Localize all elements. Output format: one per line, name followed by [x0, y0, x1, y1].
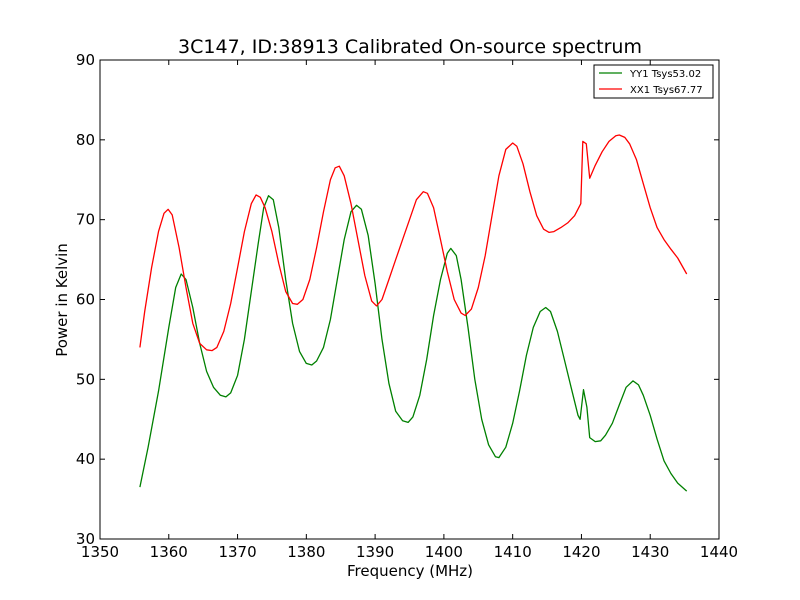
x-tick-label: 1440: [700, 543, 738, 561]
plot-area-frame: [99, 59, 720, 540]
series-line-xx1: [139, 134, 688, 352]
series-layer: [139, 134, 688, 492]
x-tick-label: 1380: [287, 543, 325, 561]
x-tick-label: 1400: [425, 543, 463, 561]
x-tick-label: 1390: [356, 543, 394, 561]
chart-title: 3C147, ID:38913 Calibrated On-source spe…: [178, 36, 642, 58]
x-tick-label: 1350: [81, 543, 119, 561]
x-tick-label: 1430: [631, 543, 669, 561]
y-tick-label: 30: [76, 530, 95, 548]
x-tick-label: 1360: [150, 543, 188, 561]
x-axis-label: Frequency (MHz): [347, 562, 473, 580]
series-line-yy1: [139, 195, 688, 492]
legend-box: [593, 64, 714, 99]
y-tick-label: 60: [76, 291, 95, 309]
legend-label-yy1: YY1 Tsys53.02: [629, 69, 701, 80]
legend: YY1 Tsys53.02 XX1 Tsys67.77: [593, 64, 714, 99]
y-tick-label: 40: [76, 450, 95, 468]
y-tick-label: 50: [76, 370, 95, 388]
legend-label-xx1: XX1 Tsys67.77: [630, 85, 703, 96]
x-axis-ticks: 1350 1360 1370 1380 1390 1400 1410 1420 1430 1440: [81, 60, 738, 561]
x-tick-label: 1410: [494, 543, 532, 561]
y-tick-label: 70: [76, 211, 95, 229]
x-tick-label: 1420: [562, 543, 600, 561]
y-tick-label: 90: [76, 51, 95, 69]
y-axis-label: Power in Kelvin: [53, 243, 71, 357]
y-tick-label: 80: [76, 131, 95, 149]
y-axis-ticks: 30 40 50 60 70 80 90: [76, 51, 719, 548]
x-tick-label: 1370: [218, 543, 256, 561]
